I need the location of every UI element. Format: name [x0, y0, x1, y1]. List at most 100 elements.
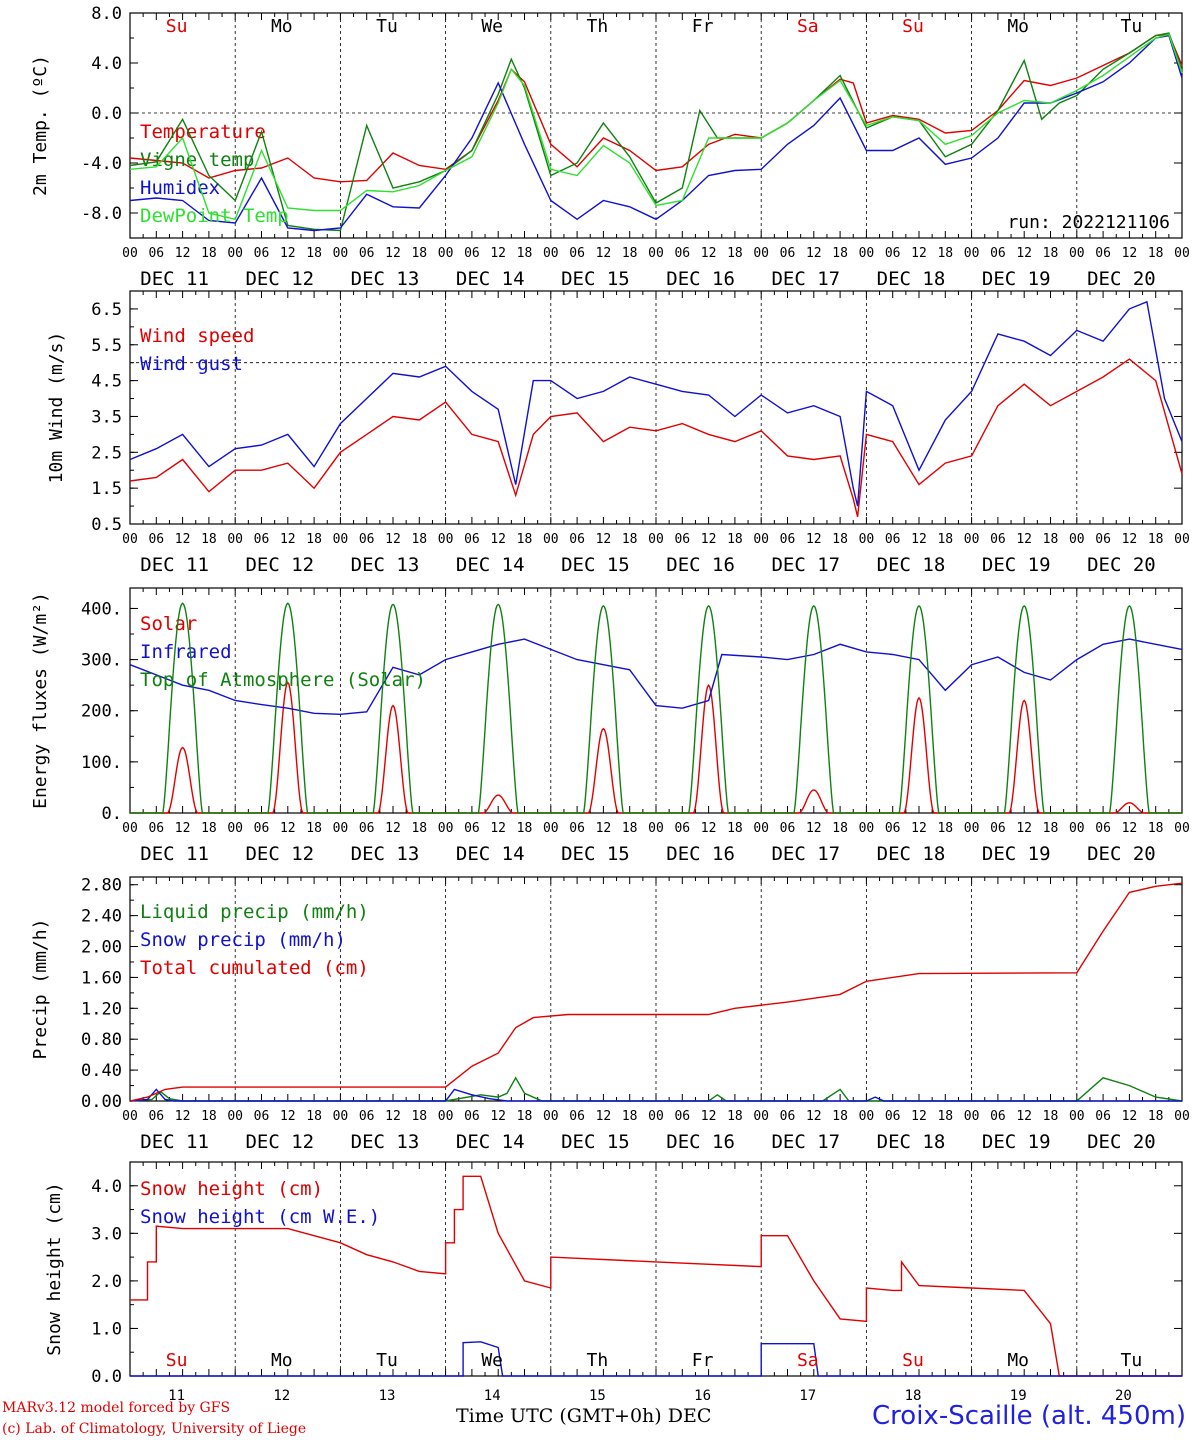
panel4-hour-label: 18 — [937, 1109, 953, 1124]
panel4-hour-label: 06 — [674, 1109, 690, 1124]
panel1-y-tick-label: 8.0 — [91, 4, 122, 24]
panel2-y-tick-label: 4.5 — [91, 372, 122, 392]
panel4-hour-label: 12 — [1016, 1109, 1032, 1124]
panel3-hour-label: 12 — [911, 821, 927, 836]
panel1-hour-label: 06 — [674, 246, 690, 261]
panel4-hour-label: 06 — [1095, 1109, 1111, 1124]
panel1-hour-label: 00 — [859, 246, 875, 261]
panel1-hour-label: 00 — [438, 246, 454, 261]
panel3-hour-label: 00 — [122, 821, 138, 836]
panel3-hour-label: 00 — [753, 821, 769, 836]
panel5-day-number: 15 — [589, 1388, 606, 1404]
panel2-hour-label: 06 — [148, 532, 164, 547]
panel2-date-label: DEC 11 — [140, 554, 209, 576]
panel1-hour-label: 12 — [806, 246, 822, 261]
panel1-date-label: DEC 15 — [561, 268, 630, 290]
panel2-hour-label: 12 — [1016, 532, 1032, 547]
panel5-y-tick-label: 1.0 — [91, 1319, 122, 1339]
panel3-hour-label: 06 — [674, 821, 690, 836]
panel4-hour-label: 18 — [727, 1109, 743, 1124]
panel4-hour-label: 12 — [490, 1109, 506, 1124]
panel2-hour-label: 18 — [411, 532, 427, 547]
panel2-hour-label: 00 — [333, 532, 349, 547]
panel4-hour-label: 06 — [254, 1109, 270, 1124]
panel4-legend-entry: Snow precip (mm/h) — [140, 929, 346, 951]
panel1-hour-label: 06 — [148, 246, 164, 261]
panel1-hour-label: 00 — [122, 246, 138, 261]
panel5-y-tick-label: 3.0 — [91, 1224, 122, 1244]
panel5-y-tick-label: 0.0 — [91, 1367, 122, 1387]
panel2-hour-label: 18 — [622, 532, 638, 547]
panel2-hour-label: 06 — [780, 532, 796, 547]
panel4-hour-label: 00 — [227, 1109, 243, 1124]
panel3-hour-label: 06 — [359, 821, 375, 836]
panel1-hour-label: 18 — [306, 246, 322, 261]
panel2-series-wind-speed — [129, 358, 1183, 517]
panel1-y-tick-label: -4.0 — [81, 154, 122, 174]
panel3-date-label: DEC 15 — [561, 843, 630, 865]
panel4-hour-label: 12 — [280, 1109, 296, 1124]
station-label: Croix-Scaille (alt. 450m) — [872, 1401, 1186, 1431]
panel1-legend-entry: Humidex — [140, 177, 220, 199]
panel5-day-number: 19 — [1010, 1388, 1027, 1404]
panel4-hour-label: 06 — [569, 1109, 585, 1124]
panel4-y-tick-label: 2.80 — [81, 876, 122, 896]
panel2-hour-label: 18 — [937, 532, 953, 547]
panel4-y-tick-label: 1.60 — [81, 968, 122, 988]
panel1-hour-label: 18 — [937, 246, 953, 261]
panel1-hour-label: 00 — [753, 246, 769, 261]
panel4-hour-label: 06 — [780, 1109, 796, 1124]
panel3-hour-label: 12 — [806, 821, 822, 836]
panel2-hour-label: 12 — [1122, 532, 1138, 547]
panel3-date-label: DEC 17 — [771, 843, 840, 865]
panel1-hour-label: 18 — [201, 246, 217, 261]
panel3-y-tick-label: 100. — [81, 753, 122, 773]
panel1-hour-label: 12 — [280, 246, 296, 261]
panel4-series-total-cumulated-cm- — [129, 882, 1183, 1102]
panel1-hour-label: 06 — [464, 246, 480, 261]
panel3-hour-label: 06 — [148, 821, 164, 836]
panel1-hour-label: 06 — [780, 246, 796, 261]
panel1-date-label: DEC 11 — [140, 268, 209, 290]
panel4-hour-label: 06 — [464, 1109, 480, 1124]
panel2-hour-label: 06 — [1095, 532, 1111, 547]
panel1-date-label: DEC 18 — [877, 268, 946, 290]
panel2-hour-label: 18 — [1148, 532, 1164, 547]
panel3-date-label: DEC 16 — [666, 843, 735, 865]
panel4-date-label: DEC 16 — [666, 1131, 735, 1153]
panel2-hour-label: 00 — [543, 532, 559, 547]
panel1-hour-label: 00 — [227, 246, 243, 261]
panel3-date-label: DEC 12 — [245, 843, 314, 865]
panel4-hour-label: 00 — [1174, 1109, 1190, 1124]
panel2-y-label: 10m Wind (m/s) — [46, 332, 67, 484]
panel1-weekday-7: Su — [902, 16, 924, 37]
panel5-weekday-4: Th — [587, 1350, 609, 1371]
panel4-hour-label: 18 — [1043, 1109, 1059, 1124]
panel2-hour-label: 12 — [175, 532, 191, 547]
panel4-y-tick-label: 2.40 — [81, 907, 122, 927]
panel2-hour-label: 06 — [464, 532, 480, 547]
panel3-hour-label: 18 — [201, 821, 217, 836]
panel1-run-annotation: run: 2022121106 — [1007, 212, 1170, 233]
panel3-y-tick-label: 400. — [81, 599, 122, 619]
panel3-hour-label: 18 — [937, 821, 953, 836]
panel2-date-label: DEC 13 — [351, 554, 420, 576]
panel1-hour-label: 00 — [1069, 246, 1085, 261]
panel4-y-tick-label: 0.40 — [81, 1061, 122, 1081]
panel4-date-label: DEC 17 — [771, 1131, 840, 1153]
panel2-hour-label: 18 — [201, 532, 217, 547]
panel5-day-number: 16 — [694, 1388, 711, 1404]
panel4-hour-label: 00 — [1069, 1109, 1085, 1124]
panel5-series-snow-height-cm-w-e- — [130, 1341, 1182, 1377]
panel4-y-tick-label: 1.20 — [81, 999, 122, 1019]
panel2-date-label: DEC 19 — [982, 554, 1051, 576]
panel4-hour-label: 18 — [411, 1109, 427, 1124]
panel4-hour-label: 00 — [438, 1109, 454, 1124]
panel2-hour-label: 12 — [911, 532, 927, 547]
panel2-legend-entry: Wind speed — [140, 325, 254, 347]
panel2-y-tick-label: 6.5 — [91, 300, 122, 320]
panel2-series-wind-gust — [129, 300, 1183, 507]
panel2-hour-label: 06 — [674, 532, 690, 547]
panel2-y-tick-label: 0.5 — [91, 515, 122, 535]
